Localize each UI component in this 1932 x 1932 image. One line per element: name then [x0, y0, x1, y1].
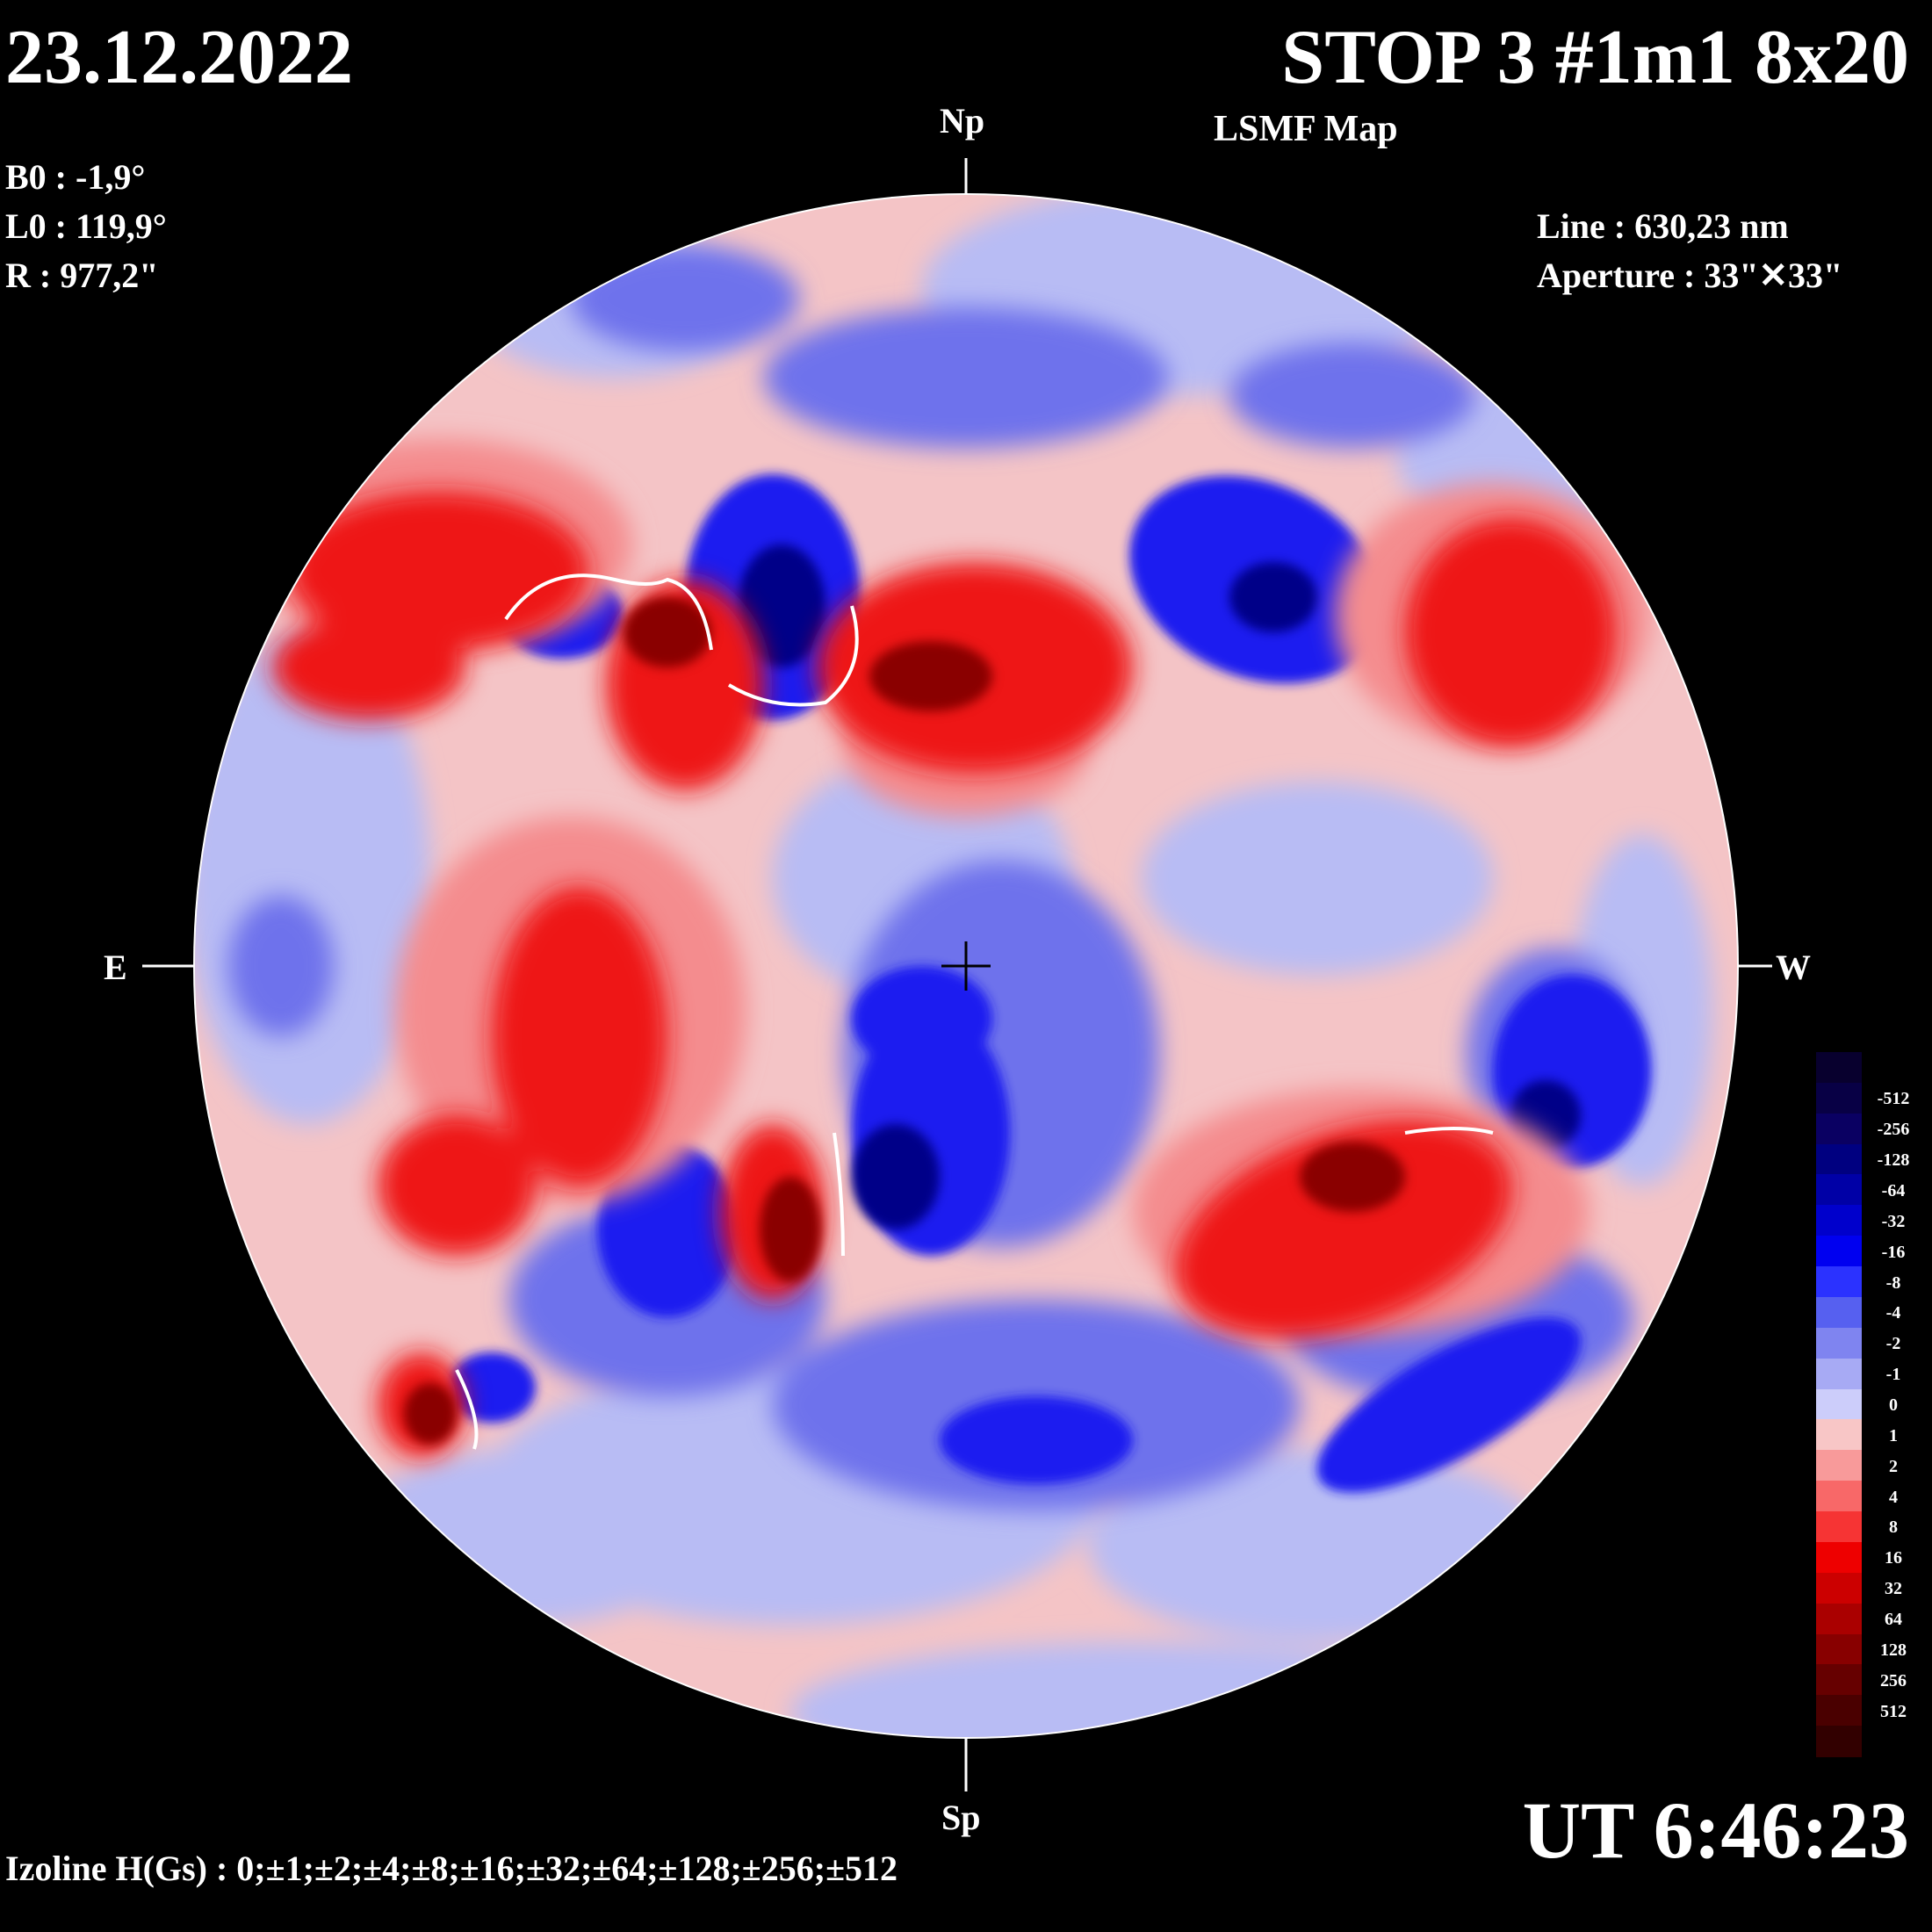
legend-swatch	[1816, 1572, 1862, 1604]
legend-label: 16	[1885, 1548, 1902, 1568]
south-pole-label: Sp	[941, 1798, 981, 1837]
legend-swatch	[1816, 1419, 1862, 1452]
legend-label: 64	[1885, 1610, 1902, 1630]
legend-swatch	[1816, 1082, 1862, 1114]
legend-swatch	[1816, 1603, 1862, 1635]
legend-label: -128	[1877, 1150, 1910, 1171]
observation-date: 23.12.2022	[5, 15, 353, 100]
b0-parameter: B0 : -1,9°	[5, 157, 146, 197]
legend-label: -512	[1877, 1089, 1910, 1109]
legend-swatch	[1816, 1113, 1862, 1145]
legend-swatch	[1816, 1481, 1862, 1513]
legend-label: -2	[1885, 1334, 1901, 1354]
legend-swatch	[1816, 1327, 1862, 1359]
map-subtitle: LSMF Map	[1214, 109, 1398, 149]
aperture-size: Aperture : 33"✕33"	[1537, 256, 1843, 295]
legend-label: 32	[1885, 1579, 1902, 1599]
legend-swatch	[1816, 1511, 1862, 1543]
l0-parameter: L0 : 119,9°	[5, 206, 167, 246]
station-title: STOP 3 #1m1 8x20	[1281, 15, 1909, 100]
strong-positive-field	[272, 492, 1616, 1458]
legend-label: 2	[1889, 1456, 1898, 1476]
legend-swatch	[1816, 1726, 1862, 1757]
legend-label: 128	[1880, 1640, 1907, 1660]
color-scale-legend: -512 -256 -128 -64 -32 -16 -8 -4 -2 -1 0 1 2 4 8 16 32 64…	[1816, 1052, 1921, 1757]
legend-swatch	[1816, 1205, 1862, 1237]
legend-swatch	[1816, 1052, 1862, 1084]
legend-label: 1	[1889, 1425, 1898, 1445]
legend-label: 4	[1889, 1487, 1898, 1507]
north-pole-label: Np	[940, 101, 985, 141]
legend-label: 256	[1880, 1670, 1907, 1690]
east-label: E	[104, 948, 127, 987]
legend-label: -8	[1885, 1272, 1901, 1293]
legend-label: 0	[1889, 1395, 1898, 1415]
legend-label: -64	[1881, 1180, 1906, 1200]
legend-swatch	[1816, 1695, 1862, 1727]
legend-swatch	[1816, 1296, 1862, 1329]
solar-disk	[195, 195, 1737, 1737]
legend-swatch	[1816, 1266, 1862, 1298]
legend-label: -32	[1881, 1211, 1906, 1231]
legend-label: -16	[1881, 1242, 1906, 1262]
legend-swatch	[1816, 1541, 1862, 1574]
legend-label: 8	[1889, 1517, 1898, 1538]
radius-parameter: R : 977,2"	[5, 256, 159, 295]
zero-isolines	[455, 573, 1494, 1450]
legend-label: -1	[1885, 1365, 1901, 1385]
center-crosshair-icon	[941, 941, 991, 991]
isoline-levels: Izoline H(Gs) : 0;±1;±2;±4;±8;±16;±32;±6…	[5, 1849, 898, 1888]
legend-label: 512	[1880, 1701, 1907, 1721]
legend-swatch	[1816, 1633, 1862, 1666]
legend-label: -256	[1877, 1120, 1910, 1140]
legend-swatch	[1816, 1664, 1862, 1697]
legend-swatch	[1816, 1236, 1862, 1268]
legend-label: -4	[1885, 1303, 1901, 1323]
legend-swatch	[1816, 1388, 1862, 1421]
observation-time: UT 6:46:23	[1522, 1785, 1909, 1875]
legend-swatch	[1816, 1450, 1862, 1482]
spectral-line: Line : 630,23 nm	[1537, 206, 1789, 246]
positive-cores	[404, 597, 1405, 1445]
legend-swatch	[1816, 1358, 1862, 1390]
legend-swatch	[1816, 1174, 1862, 1207]
west-label: W	[1776, 948, 1811, 987]
legend-swatch	[1816, 1143, 1862, 1176]
